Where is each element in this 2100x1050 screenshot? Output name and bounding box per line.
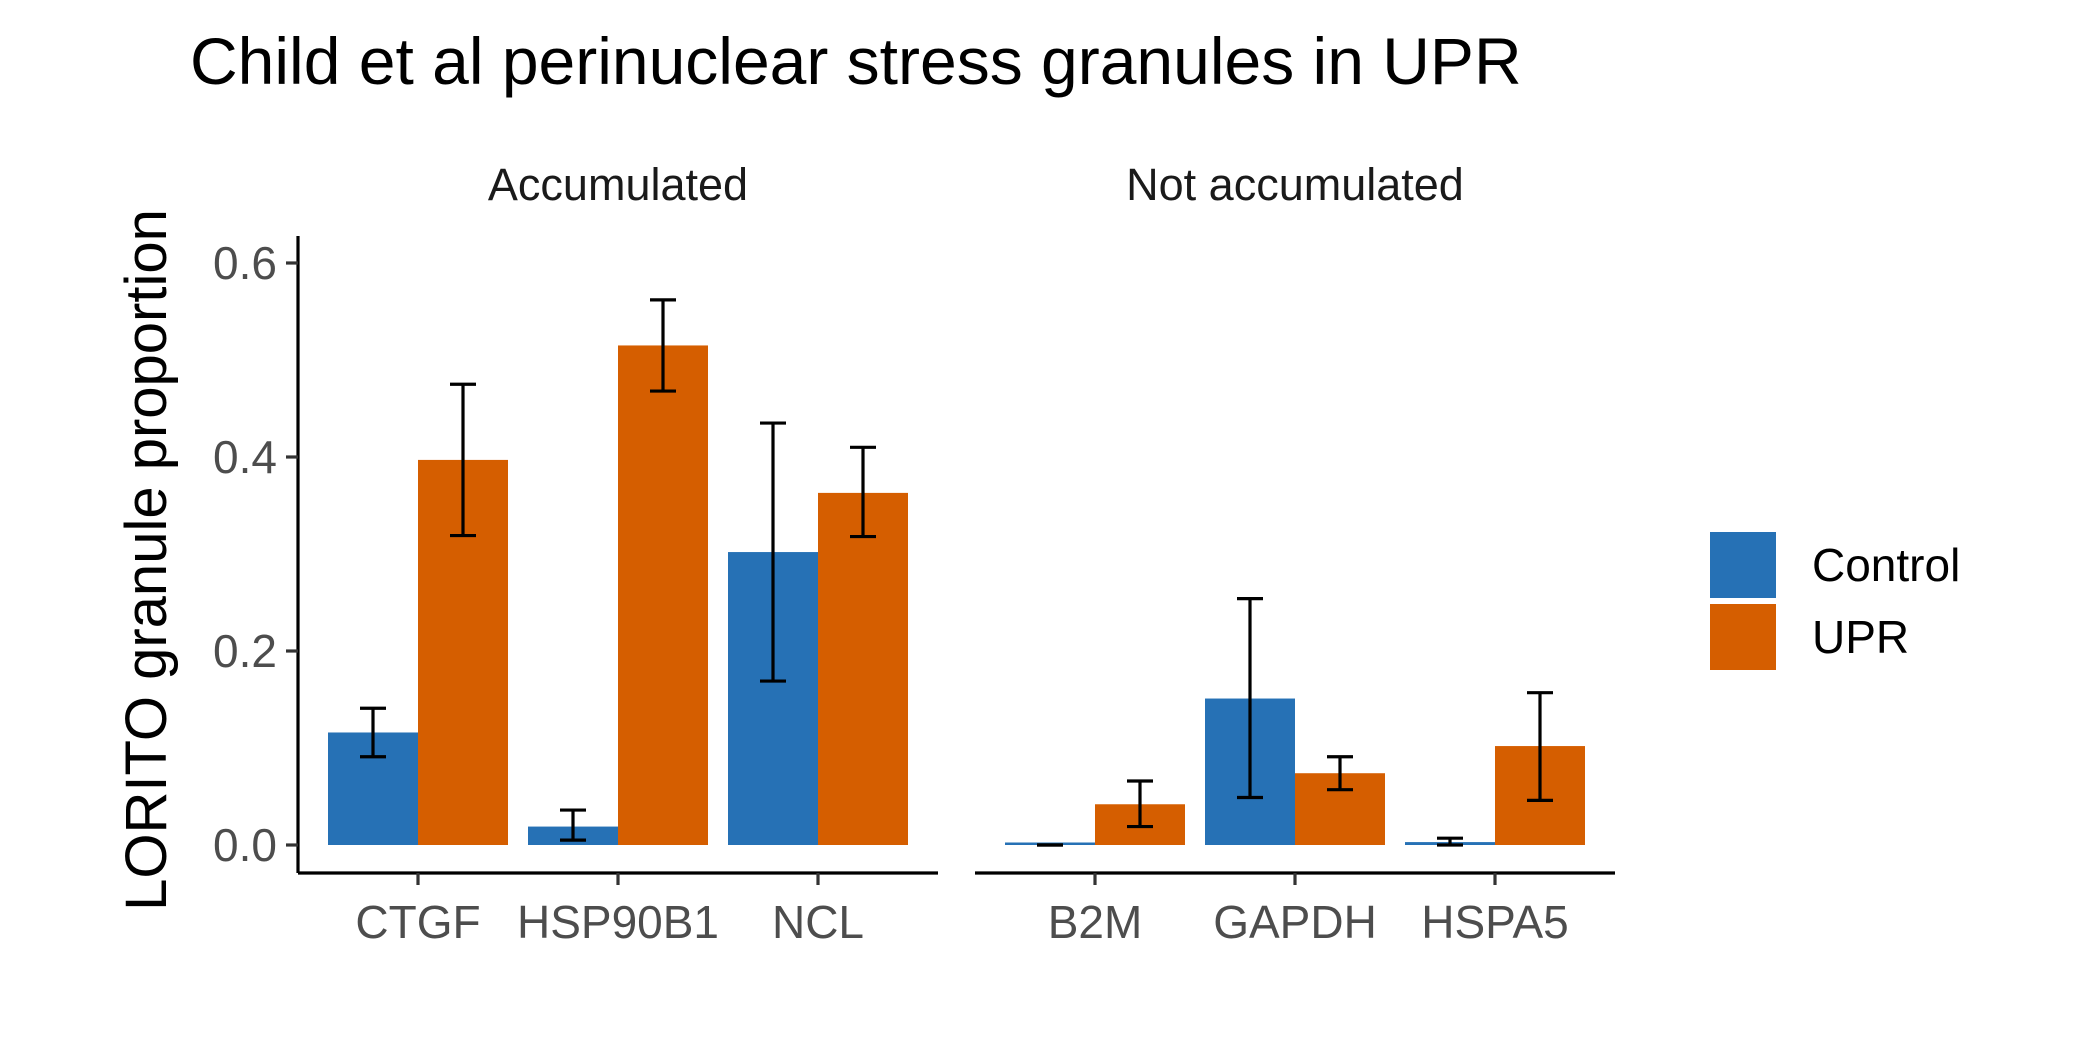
y-tick-label: 0.2 <box>213 625 277 677</box>
bar-upr-hsp90b1 <box>618 345 708 845</box>
bar-upr-ncl <box>818 492 908 845</box>
facet-label: Accumulated <box>488 159 748 210</box>
legend-key-control <box>1710 532 1776 598</box>
legend-key-upr <box>1710 604 1776 670</box>
legend-label-control: Control <box>1812 539 1960 591</box>
y-tick-label: 0.0 <box>213 819 277 871</box>
x-tick-label: GAPDH <box>1213 896 1377 948</box>
y-tick-label: 0.4 <box>213 431 277 483</box>
legend: Control UPR <box>1710 532 1960 670</box>
plot-area: 0.0 0.2 0.4 0.6 Accumulated CTGF HSP90B1 NCL Not… <box>213 159 1615 948</box>
x-tick-label: HSPA5 <box>1421 896 1568 948</box>
y-tick-label: 0.6 <box>213 237 277 289</box>
x-tick-label: B2M <box>1048 896 1143 948</box>
legend-label-upr: UPR <box>1812 611 1909 663</box>
facet-label: Not accumulated <box>1126 159 1464 210</box>
x-tick-label: NCL <box>772 896 864 948</box>
y-axis-title: LORITO granule proportion <box>114 209 179 911</box>
x-tick-label: HSP90B1 <box>517 896 719 948</box>
chart-title: Child et al perinuclear stress granules … <box>190 24 1522 98</box>
x-tick-label: CTGF <box>355 896 480 948</box>
